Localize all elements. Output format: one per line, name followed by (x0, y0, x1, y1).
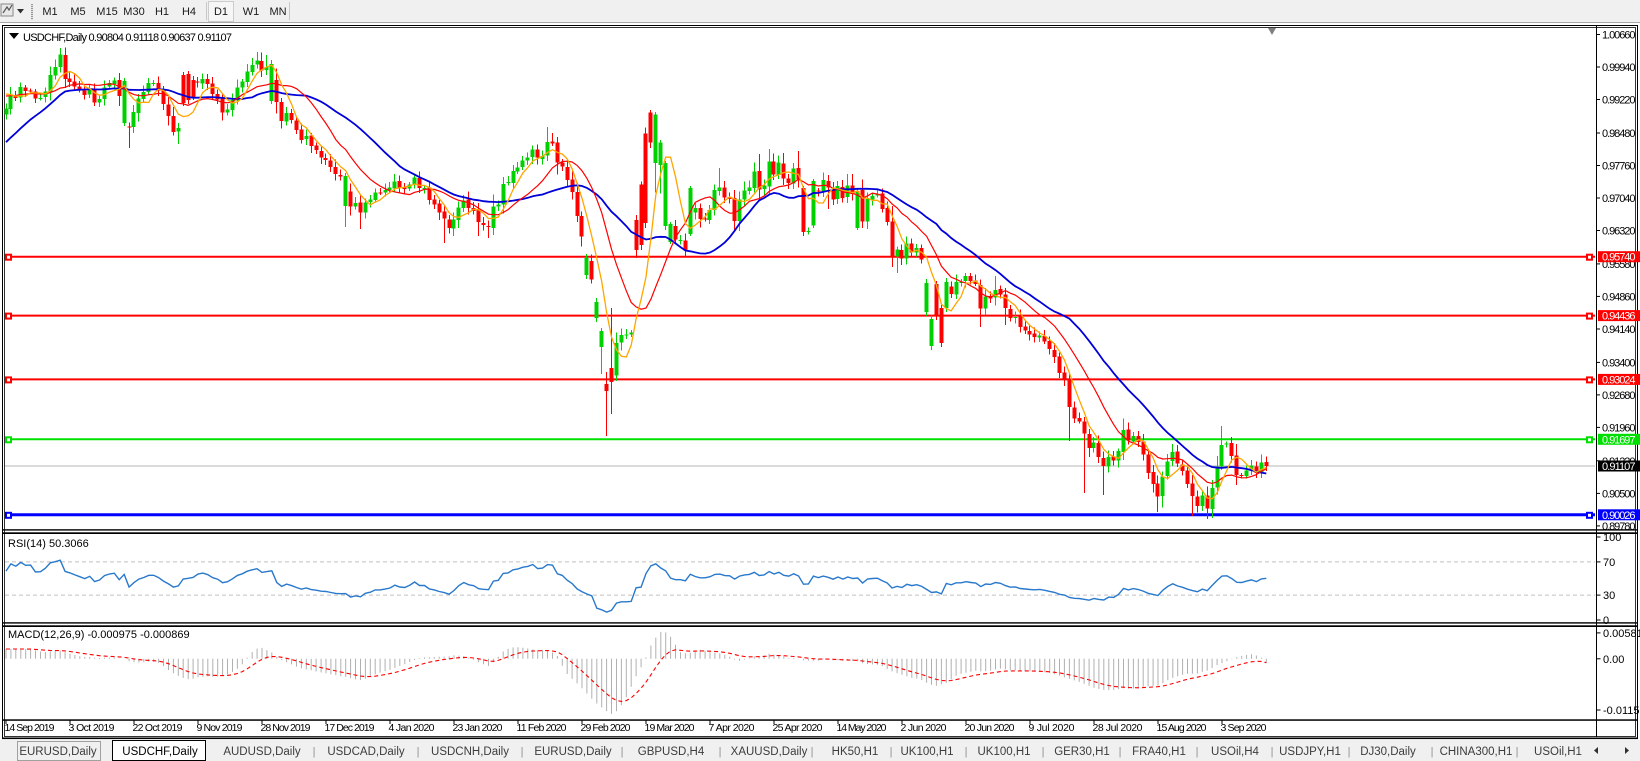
svg-text:0.005818: 0.005818 (1603, 628, 1640, 640)
svg-text:|: | (1516, 746, 1519, 758)
svg-text:|: | (1119, 746, 1122, 758)
svg-text:0.96320: 0.96320 (1602, 226, 1636, 238)
svg-text:GBPUSD,H4: GBPUSD,H4 (638, 746, 705, 758)
svg-text:|: | (965, 746, 968, 758)
svg-text:29 Feb 2020: 29 Feb 2020 (581, 722, 631, 734)
svg-text:RSI(14) 50.3066: RSI(14) 50.3066 (8, 538, 89, 550)
svg-text:70: 70 (1603, 557, 1615, 569)
svg-text:19 Mar 2020: 19 Mar 2020 (645, 722, 695, 734)
svg-text:DJ30,Daily: DJ30,Daily (1360, 746, 1416, 758)
svg-text:22 Oct 2019: 22 Oct 2019 (133, 722, 183, 734)
svg-text:H1: H1 (155, 6, 169, 18)
svg-text:0: 0 (1603, 615, 1609, 627)
svg-text:25 Apr 2020: 25 Apr 2020 (773, 722, 823, 734)
svg-text:0.91107: 0.91107 (1602, 461, 1636, 473)
svg-text:|: | (719, 746, 722, 758)
svg-text:2 Jun 2020: 2 Jun 2020 (901, 722, 947, 734)
svg-text:0.94140: 0.94140 (1602, 324, 1636, 336)
svg-text:0.91697: 0.91697 (1602, 434, 1636, 446)
svg-text:MACD(12,26,9) -0.000975 -0.000: MACD(12,26,9) -0.000975 -0.000869 (8, 629, 190, 641)
svg-text:17 Dec 2019: 17 Dec 2019 (325, 722, 375, 734)
svg-text:0.93400: 0.93400 (1602, 357, 1636, 369)
svg-text:28 Nov 2019: 28 Nov 2019 (261, 722, 311, 734)
svg-text:M30: M30 (123, 6, 144, 18)
svg-text:USDCHF,Daily 0.90804 0.91118: USDCHF,Daily 0.90804 0.91118 0.90637 0.9… (23, 32, 232, 44)
svg-text:14 Sep 2019: 14 Sep 2019 (5, 722, 55, 734)
svg-text:4 Jan 2020: 4 Jan 2020 (389, 722, 435, 734)
svg-text:USDCNH,Daily: USDCNH,Daily (431, 746, 509, 758)
svg-text:USOil,H1: USOil,H1 (1534, 746, 1582, 758)
svg-text:|: | (1271, 746, 1274, 758)
svg-text:3 Sep 2020: 3 Sep 2020 (1221, 722, 1267, 734)
svg-text:7 Apr 2020: 7 Apr 2020 (709, 722, 755, 734)
svg-text:0.00: 0.00 (1603, 654, 1624, 666)
svg-text:0.95740: 0.95740 (1602, 252, 1636, 264)
svg-text:D1: D1 (214, 6, 228, 18)
svg-text:|: | (417, 746, 420, 758)
svg-text:MN: MN (269, 6, 286, 18)
svg-text:CHINA300,H1: CHINA300,H1 (1440, 746, 1513, 758)
svg-text:USDJPY,H1: USDJPY,H1 (1279, 746, 1341, 758)
svg-text:M5: M5 (70, 6, 85, 18)
svg-text:0.93024: 0.93024 (1602, 374, 1636, 386)
svg-text:USOil,H4: USOil,H4 (1211, 746, 1260, 758)
svg-text:EURUSD,Daily: EURUSD,Daily (19, 746, 97, 758)
svg-text:1.00660: 1.00660 (1602, 30, 1636, 42)
svg-text:EURUSD,Daily: EURUSD,Daily (534, 746, 612, 758)
svg-text:|: | (1042, 746, 1045, 758)
svg-text:28 Jul 2020: 28 Jul 2020 (1093, 722, 1143, 734)
svg-text:M1: M1 (42, 6, 57, 18)
svg-text:30: 30 (1603, 590, 1615, 602)
svg-text:0.92680: 0.92680 (1602, 390, 1636, 402)
svg-text:|: | (1348, 746, 1351, 758)
svg-text:XAUUSD,Daily: XAUUSD,Daily (731, 746, 808, 758)
svg-text:HK50,H1: HK50,H1 (832, 746, 879, 758)
svg-text:UK100,H1: UK100,H1 (977, 746, 1030, 758)
svg-text:H4: H4 (182, 6, 196, 18)
svg-text:15 Aug 2020: 15 Aug 2020 (1157, 722, 1207, 734)
svg-text:0.97040: 0.97040 (1602, 193, 1636, 205)
svg-text:0.91960: 0.91960 (1602, 422, 1636, 434)
svg-text:0.90026: 0.90026 (1602, 510, 1636, 522)
svg-text:GER30,H1: GER30,H1 (1054, 746, 1110, 758)
svg-text:AUDUSD,Daily: AUDUSD,Daily (223, 746, 301, 758)
svg-text:0.94436: 0.94436 (1602, 311, 1636, 323)
svg-text:0.97760: 0.97760 (1602, 161, 1636, 173)
svg-text:100: 100 (1603, 532, 1621, 544)
svg-text:|: | (1196, 746, 1199, 758)
svg-text:|: | (890, 746, 893, 758)
svg-text:0.98480: 0.98480 (1602, 128, 1636, 140)
svg-text:0.89780: 0.89780 (1602, 521, 1636, 533)
svg-text:M15: M15 (96, 6, 117, 18)
svg-text:3 Oct 2019: 3 Oct 2019 (69, 722, 115, 734)
svg-text:|: | (1431, 746, 1434, 758)
svg-text:20 Jun 2020: 20 Jun 2020 (965, 722, 1015, 734)
svg-text:|: | (313, 746, 316, 758)
svg-text:9 Jul 2020: 9 Jul 2020 (1029, 722, 1075, 734)
svg-text:FRA40,H1: FRA40,H1 (1132, 746, 1186, 758)
svg-text:11 Feb 2020: 11 Feb 2020 (517, 722, 567, 734)
svg-text:W1: W1 (243, 6, 260, 18)
svg-text:USDCAD,Daily: USDCAD,Daily (327, 746, 405, 758)
svg-text:14 May 2020: 14 May 2020 (837, 722, 887, 734)
svg-text:|: | (811, 746, 814, 758)
svg-text:|: | (521, 746, 524, 758)
svg-text:0.94860: 0.94860 (1602, 291, 1636, 303)
svg-text:0.90500: 0.90500 (1602, 488, 1636, 500)
svg-text:9 Nov 2019: 9 Nov 2019 (197, 722, 243, 734)
svg-text:UK100,H1: UK100,H1 (900, 746, 953, 758)
svg-text:0.99940: 0.99940 (1602, 62, 1636, 74)
svg-text:0.99220: 0.99220 (1602, 95, 1636, 107)
svg-text:23 Jan 2020: 23 Jan 2020 (453, 722, 503, 734)
svg-text:|: | (621, 746, 624, 758)
svg-text:USDCHF,Daily: USDCHF,Daily (122, 746, 198, 758)
